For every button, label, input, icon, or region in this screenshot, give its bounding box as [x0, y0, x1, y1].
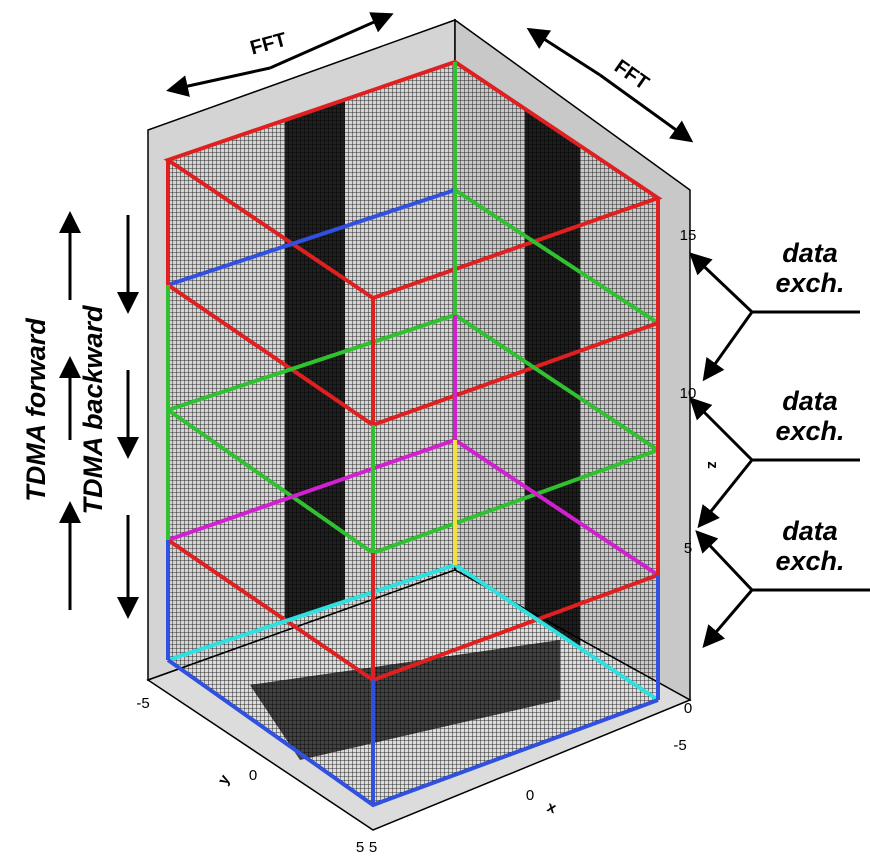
data-exchange-label: data — [782, 516, 838, 546]
tick-label: 5 — [356, 839, 364, 856]
tick-label: 5 — [369, 839, 377, 856]
tick-label: -5 — [136, 695, 149, 712]
data-exchange-label: exch. — [775, 268, 844, 298]
fft-label: FFT — [248, 29, 289, 60]
data-exchange-label: data — [782, 386, 838, 416]
mesh — [168, 62, 658, 805]
tdma-backward-label: TDMA backward — [78, 305, 108, 515]
data-exchange-label: data — [782, 238, 838, 268]
data-exchange-label: exch. — [775, 546, 844, 576]
tick-label: 0 — [684, 700, 692, 717]
tick-label: 5 — [684, 540, 692, 557]
tick-label: -5 — [673, 737, 686, 754]
figure: FFT FFT TDMA forward TDMA backward datae… — [0, 0, 870, 859]
tick-label: 0 — [526, 787, 534, 804]
tick-label: 10 — [680, 385, 697, 402]
data-exchange-label: exch. — [775, 416, 844, 446]
axis-label: z — [704, 461, 721, 469]
axis-label: y — [215, 771, 234, 787]
tdma-forward-label: TDMA forward — [21, 318, 51, 502]
tick-label: 15 — [680, 227, 697, 244]
tick-label: 0 — [249, 767, 257, 784]
axis-label: x — [545, 798, 559, 817]
